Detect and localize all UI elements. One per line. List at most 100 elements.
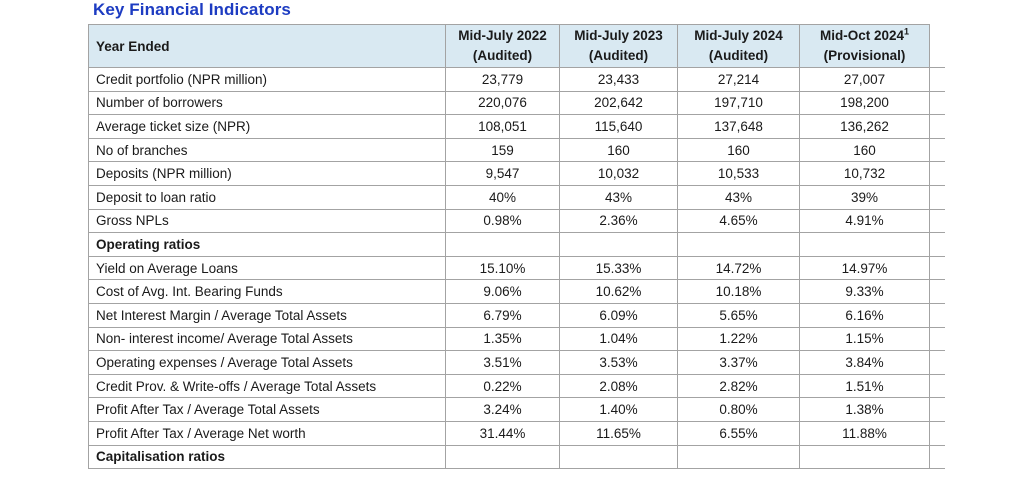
header-col-line2: (Audited) — [708, 48, 769, 63]
table-row: Gross NPLs 0.98% 2.36% 4.65% 4.91% — [88, 209, 945, 234]
cell-value — [678, 445, 800, 470]
header-col-line1: Mid-July 2024 — [694, 28, 783, 44]
cell-value: 15.33% — [560, 256, 678, 281]
cell-value: 1.38% — [800, 398, 930, 422]
table-row: No of branches 159 160 160 160 — [88, 138, 945, 163]
cell-value: 137,648 — [678, 115, 800, 139]
row-ghost-spacer — [930, 446, 945, 470]
cell-value: 220,076 — [446, 91, 560, 116]
header-col-mid-july-2024: Mid-July 2024 (Audited) — [678, 24, 800, 68]
table-row: Credit Prov. & Write-offs / Average Tota… — [88, 374, 945, 399]
cell-value: 6.79% — [446, 303, 560, 328]
cell-value: 27,007 — [800, 68, 930, 92]
table-row: Yield on Average Loans 15.10% 15.33% 14.72%… — [88, 256, 945, 281]
row-label: Credit portfolio (NPR million) — [88, 68, 446, 92]
header-col-line2: (Audited) — [472, 48, 533, 63]
row-ghost-spacer — [930, 210, 945, 234]
cell-value: 1.51% — [800, 374, 930, 399]
header-year-ended: Year Ended — [88, 24, 446, 68]
cell-value: 1.40% — [560, 398, 678, 422]
cell-value: 10,533 — [678, 162, 800, 186]
header-col-line1: Mid-July 2022 — [458, 28, 547, 44]
row-label: Deposits (NPR million) — [88, 162, 446, 186]
row-ghost-spacer — [930, 398, 945, 422]
table-row: Profit After Tax / Average Net worth 31.4… — [88, 421, 945, 446]
cell-value: 31.44% — [446, 421, 560, 446]
row-ghost-spacer — [930, 186, 945, 210]
cell-value: 0.80% — [678, 398, 800, 422]
header-col-line2: (Audited) — [588, 48, 649, 63]
cell-value: 6.16% — [800, 303, 930, 328]
row-ghost-spacer — [930, 375, 945, 399]
cell-value: 136,262 — [800, 115, 930, 139]
table-row: Credit portfolio (NPR million) 23,779 23,4… — [88, 68, 945, 92]
cell-value — [560, 445, 678, 470]
cell-value — [678, 233, 800, 257]
cell-value: 27,214 — [678, 68, 800, 92]
cell-value: 43% — [678, 185, 800, 210]
row-ghost-spacer — [930, 115, 945, 139]
cell-value: 3.53% — [560, 351, 678, 375]
cell-value: 198,200 — [800, 91, 930, 116]
cell-value: 1.35% — [446, 327, 560, 352]
table-row: Deposit to loan ratio 40% 43% 43% 39% — [88, 185, 945, 210]
cell-value: 160 — [678, 138, 800, 163]
row-ghost-spacer — [930, 304, 945, 328]
table-row: Deposits (NPR million) 9,547 10,032 10,533 1… — [88, 162, 945, 186]
row-label: Net Interest Margin / Average Total Asse… — [88, 303, 446, 328]
table-row: Non- interest income/ Average Total Asse… — [88, 327, 945, 352]
header-col-mid-july-2022: Mid-July 2022 (Audited) — [446, 24, 560, 68]
header-col-line1: Mid-July 2023 — [574, 28, 663, 44]
row-label: Operating expenses / Average Total Asset… — [88, 351, 446, 375]
cell-value: 4.91% — [800, 209, 930, 234]
cell-value — [800, 233, 930, 257]
cell-value: 9.33% — [800, 280, 930, 304]
row-ghost-spacer — [930, 139, 945, 163]
cell-value: 6.55% — [678, 421, 800, 446]
row-ghost-spacer — [930, 351, 945, 375]
cell-value: 11.88% — [800, 421, 930, 446]
cell-value — [446, 233, 560, 257]
table-row: Operating expenses / Average Total Asset… — [88, 351, 945, 375]
cell-value: 40% — [446, 185, 560, 210]
cell-value — [560, 233, 678, 257]
row-label: Credit Prov. & Write-offs / Average Tota… — [88, 374, 446, 399]
cell-value: 10,032 — [560, 162, 678, 186]
page-title: Key Financial Indicators — [93, 0, 291, 19]
cell-value: 23,433 — [560, 68, 678, 92]
cell-value — [446, 445, 560, 470]
cell-value: 10.18% — [678, 280, 800, 304]
cell-value: 14.97% — [800, 256, 930, 281]
row-label: Operating ratios — [88, 233, 446, 257]
header-col-mid-oct-2024: Mid-Oct 20241 (Provisional) — [800, 24, 930, 68]
cell-value: 14.72% — [678, 256, 800, 281]
cell-value: 3.51% — [446, 351, 560, 375]
cell-value: 3.37% — [678, 351, 800, 375]
cell-value: 2.36% — [560, 209, 678, 234]
cell-value: 23,779 — [446, 68, 560, 92]
row-label: Non- interest income/ Average Total Asse… — [88, 327, 446, 352]
cell-value: 6.09% — [560, 303, 678, 328]
cell-value: 10,732 — [800, 162, 930, 186]
table-row: Average ticket size (NPR) 108,051 115,640 1… — [88, 115, 945, 139]
cell-value — [800, 445, 930, 470]
cell-value: 43% — [560, 185, 678, 210]
cell-value: 108,051 — [446, 115, 560, 139]
row-ghost-spacer — [930, 257, 945, 281]
row-ghost-spacer — [930, 92, 945, 116]
row-label: Number of borrowers — [88, 91, 446, 116]
cell-value: 3.24% — [446, 398, 560, 422]
cell-value: 202,642 — [560, 91, 678, 116]
table-row: Cost of Avg. Int. Bearing Funds 9.06% 10.6… — [88, 280, 945, 304]
table-row: Capitalisation ratios — [88, 445, 945, 470]
cell-value: 11.65% — [560, 421, 678, 446]
row-label: No of branches — [88, 138, 446, 163]
cell-value: 1.15% — [800, 327, 930, 352]
row-label: Gross NPLs — [88, 209, 446, 234]
cell-value: 160 — [560, 138, 678, 163]
cell-value: 9,547 — [446, 162, 560, 186]
cell-value: 160 — [800, 138, 930, 163]
key-financial-indicators-table: Year Ended Mid-July 2022 (Audited) Mid-J… — [88, 24, 945, 470]
cell-value: 39% — [800, 185, 930, 210]
